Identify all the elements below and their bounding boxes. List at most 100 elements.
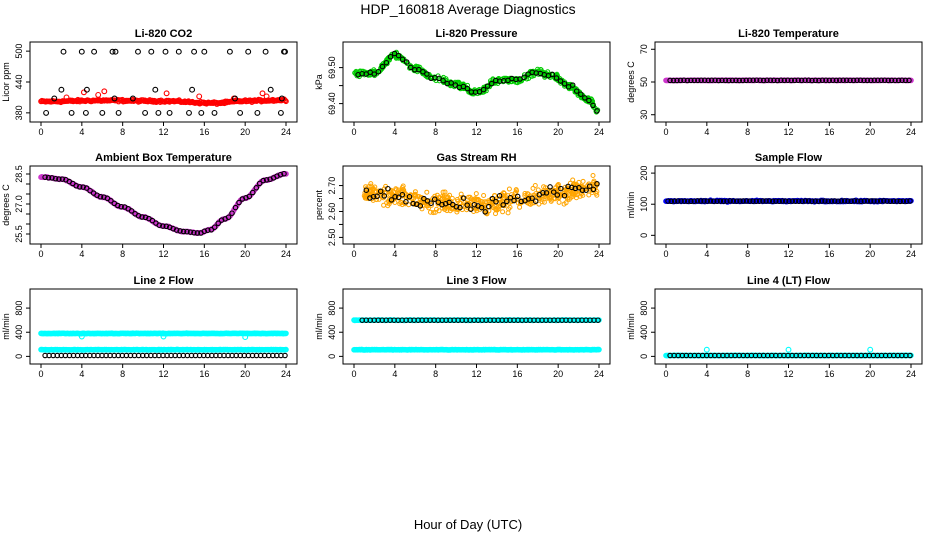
x-tick-label: 12 — [471, 249, 481, 259]
y-tick-label: 800 — [639, 301, 649, 316]
y-axis-label: Licor ppm — [1, 62, 11, 102]
data-point — [232, 95, 238, 102]
data-point — [594, 181, 600, 187]
data-point — [377, 188, 384, 195]
data-point — [118, 203, 124, 210]
data-point — [851, 198, 858, 204]
data-point — [836, 77, 843, 84]
data-point — [80, 184, 86, 190]
data-point — [386, 198, 391, 204]
data-point — [774, 77, 781, 84]
data-point — [717, 198, 724, 204]
data-point — [187, 229, 194, 235]
data-point — [707, 198, 714, 204]
data-point — [708, 77, 715, 84]
panel-title: Li-820 Temperature — [738, 28, 839, 40]
data-point — [577, 193, 583, 199]
data-point — [843, 77, 850, 84]
data-point — [457, 204, 463, 211]
data-point — [407, 64, 414, 71]
x-tick-label: 20 — [553, 249, 563, 259]
y-tick-label: 500 — [14, 44, 24, 59]
data-point — [439, 205, 445, 211]
data-point — [736, 77, 743, 84]
x-tick-label: 24 — [281, 249, 291, 259]
data-point — [591, 178, 597, 184]
data-point — [428, 200, 434, 206]
data-point — [460, 83, 467, 90]
data-point — [596, 346, 602, 353]
panel-box_temp: Ambient Box Temperature degrees C 0 4 8 12 16 2… — [1, 152, 298, 259]
data-point — [76, 184, 83, 190]
data-point — [555, 183, 561, 189]
data-point — [504, 198, 510, 205]
data-point — [694, 198, 701, 204]
panel-title: Ambient Box Temperature — [95, 152, 232, 164]
y-tick-label: 800 — [14, 301, 24, 316]
data-point — [440, 77, 446, 84]
data-point — [108, 198, 114, 204]
x-tick-label: 16 — [512, 249, 522, 259]
data-point — [439, 195, 445, 201]
data-point — [727, 198, 733, 204]
data-point — [582, 95, 588, 101]
x-tick-label: 8 — [433, 249, 438, 259]
data-point — [767, 77, 774, 84]
data-point — [809, 198, 815, 204]
x-tick-label: 0 — [351, 369, 356, 379]
data-point — [847, 77, 853, 84]
data-point — [501, 191, 507, 196]
x-tick-label: 12 — [158, 249, 168, 259]
data-point — [698, 77, 704, 84]
data-point — [501, 195, 507, 201]
data-point — [907, 198, 913, 204]
data-point — [864, 198, 871, 204]
data-point — [60, 48, 67, 55]
data-point — [163, 223, 170, 230]
data-point — [440, 193, 446, 199]
data-point — [363, 187, 370, 193]
data-point — [536, 201, 542, 207]
data-point — [535, 187, 541, 193]
x-tick-label: 8 — [120, 369, 125, 379]
data-point — [697, 198, 704, 204]
data-point — [283, 171, 289, 177]
data-point — [884, 198, 890, 204]
x-tick-label: 8 — [120, 249, 125, 259]
data-point — [841, 198, 848, 204]
data-point — [750, 198, 756, 204]
data-point — [371, 71, 378, 77]
data-point — [263, 177, 270, 183]
data-point — [475, 197, 481, 203]
data-point — [484, 83, 491, 89]
data-point — [830, 77, 836, 84]
data-point — [283, 330, 289, 337]
data-point — [205, 227, 211, 233]
data-point — [816, 77, 822, 84]
data-point — [782, 198, 789, 204]
data-point — [719, 77, 725, 84]
y-tick-label: 2.60 — [327, 203, 337, 221]
series-black-curve_points — [42, 170, 287, 236]
x-tick-label: 0 — [351, 249, 356, 259]
data-point — [885, 77, 891, 84]
data-point — [395, 52, 402, 59]
data-point — [186, 109, 192, 116]
data-point — [375, 68, 382, 75]
series-black-curve_points — [359, 317, 601, 323]
series-cyan-points — [78, 333, 249, 341]
data-point — [878, 77, 885, 84]
data-point — [556, 199, 562, 205]
data-point — [825, 198, 831, 204]
data-point — [532, 198, 539, 204]
data-point — [452, 82, 459, 88]
x-tick-label: 4 — [392, 369, 397, 379]
x-tick-label: 4 — [704, 127, 709, 137]
data-point — [473, 191, 479, 197]
data-point — [484, 199, 490, 205]
data-point — [208, 227, 215, 233]
y-tick-label: 27.0 — [14, 195, 24, 213]
x-tick-label: 24 — [281, 127, 291, 137]
data-point — [539, 199, 545, 205]
